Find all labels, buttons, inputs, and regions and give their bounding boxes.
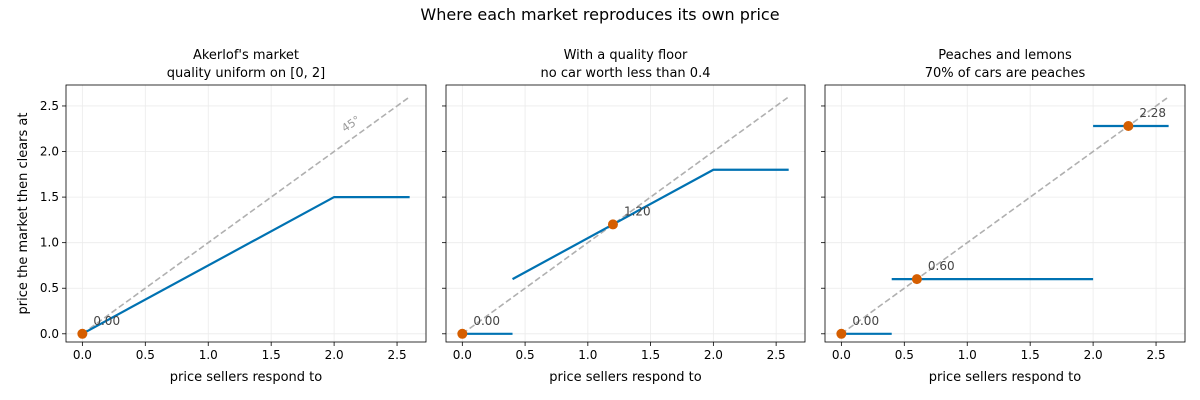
chart-panel-2: 0.00 1.20 0.0 0.5 1.0 1.5 2.0 2.5 With a quality… [442,48,806,385]
x-tick-label: 2.0 [704,348,723,362]
fixed-point-marker [607,219,618,230]
x-tick-label: 0.5 [895,348,914,362]
y-tick-label: 1.5 [40,190,59,204]
x-axis-label: price sellers respond to [549,370,701,385]
x-tick-label: 0.0 [73,348,92,362]
y-tick-label: 0.0 [40,327,59,341]
plot-frame [824,84,1186,343]
fixed-point-marker [1123,121,1134,132]
panel-title: Akerlof's market [193,48,299,63]
y-tick-label: 2.5 [40,99,59,113]
plot-frame [65,84,427,343]
fixed-point-label: 1.20 [624,204,651,218]
x-tick-label: 2.5 [388,348,407,362]
reference-line-45 [840,96,1170,335]
figure-title: Where each market reproduces its own pri… [420,5,780,24]
x-tick-label: 2.5 [767,348,786,362]
fixed-point-label: 0.00 [852,314,879,328]
plot-frame [445,84,806,343]
x-tick-label: 2.0 [1084,348,1103,362]
fixed-point-marker [911,274,922,285]
y-tick-label: 0.5 [40,281,59,295]
y-tick-label: 1.0 [40,236,59,250]
chart-panel-3: 0.00 0.60 2.28 0.0 0.5 1.0 1.5 2.0 2.5 Peaches an… [821,48,1186,385]
fixed-point-label: 2.28 [1139,106,1166,120]
y-tick-label: 2.0 [40,145,59,159]
x-tick-label: 1.5 [641,348,660,362]
fixed-point-label: 0.00 [473,314,500,328]
x-tick-label: 1.5 [262,348,281,362]
panel-subtitle: no car worth less than 0.4 [541,66,711,81]
y-axis-label: price the market then clears at [16,113,31,315]
x-tick-label: 0.5 [516,348,535,362]
fixed-point-marker [77,328,88,339]
fixed-point-label: 0.00 [93,314,120,328]
panel-title: Peaches and lemons [938,48,1072,63]
x-tick-label: 0.0 [453,348,472,362]
fixed-point-marker [457,328,468,339]
x-tick-label: 2.5 [1147,348,1166,362]
fixed-point-label: 0.60 [928,259,955,273]
panel-subtitle: quality uniform on [0, 2] [167,66,325,81]
reference-line-label: 45° [339,113,362,135]
x-tick-label: 2.0 [325,348,344,362]
panel-title: With a quality floor [564,48,688,63]
x-tick-label: 1.0 [199,348,218,362]
x-tick-label: 0.5 [136,348,155,362]
x-axis-label: price sellers respond to [170,370,322,385]
reference-line-45 [461,96,790,335]
x-tick-label: 0.0 [832,348,851,362]
panel-subtitle: 70% of cars are peaches [925,66,1086,81]
x-tick-label: 1.0 [958,348,977,362]
reference-line-45 [81,96,411,335]
x-axis-label: price sellers respond to [929,370,1081,385]
x-tick-label: 1.5 [1021,348,1040,362]
chart-panel-1: 45° 0.00 0.0 0.5 1.0 1.5 2.0 2.5 0.0 0.5 1.0 1.5 2.0… [16,48,427,385]
x-tick-label: 1.0 [578,348,597,362]
series-segment-2 [512,168,789,281]
fixed-point-marker [836,328,847,339]
series-segment-1 [81,195,410,335]
